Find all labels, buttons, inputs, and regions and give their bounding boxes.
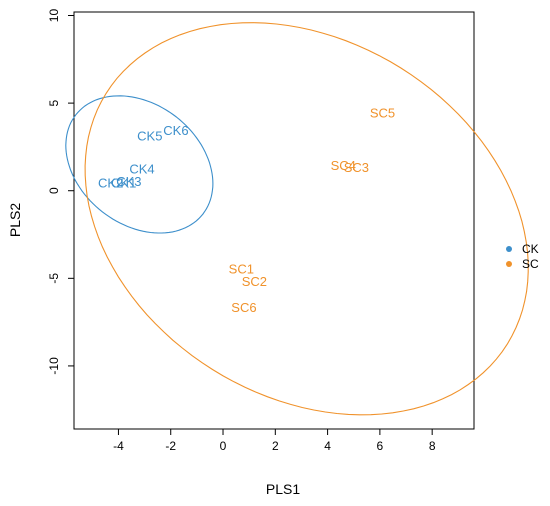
x-tick-label: -4 [113,439,124,453]
point-label-ck4: CK4 [129,162,154,177]
y-tick-label: -10 [47,357,61,375]
x-axis: -4 -2 0 2 4 6 8 [113,429,436,453]
x-tick-label: 4 [324,439,331,453]
point-label-sc3: SC3 [344,160,369,175]
confidence-ellipses [65,22,529,416]
point-label-sc1: SC1 [229,262,254,277]
x-tick-label: -2 [165,439,176,453]
sc-legend-label: SC [522,257,539,271]
x-axis-title: PLS1 [266,481,300,497]
point-label-ck3: CK3 [116,174,141,189]
sc-ellipse [84,22,529,416]
point-label-ck1: CK1 [111,176,136,191]
plot-frame [73,11,475,430]
ck-legend-marker [506,246,512,252]
y-axis: -10 -5 0 5 10 [47,9,74,375]
point-label-sc2: SC2 [242,274,267,289]
point-label-ck5: CK5 [137,128,162,143]
point-label-ck6: CK6 [163,123,188,138]
y-tick-label: 10 [47,9,61,23]
sc-legend-marker [506,261,512,267]
point-label-sc4: SC4 [331,158,356,173]
ck-legend-label: CK [522,242,539,256]
y-tick-label: 0 [47,187,61,194]
y-axis-title: PLS2 [7,203,23,237]
y-tick-label: -5 [47,273,61,284]
x-tick-label: 0 [220,439,227,453]
point-label-sc5: SC5 [370,106,395,121]
x-tick-label: 8 [429,439,436,453]
x-tick-label: 2 [272,439,279,453]
x-tick-label: 6 [377,439,384,453]
point-label-ck2: CK2 [98,176,123,191]
y-tick-label: 5 [47,99,61,106]
point-label-sc6: SC6 [231,300,256,315]
ck-ellipse [65,95,214,234]
